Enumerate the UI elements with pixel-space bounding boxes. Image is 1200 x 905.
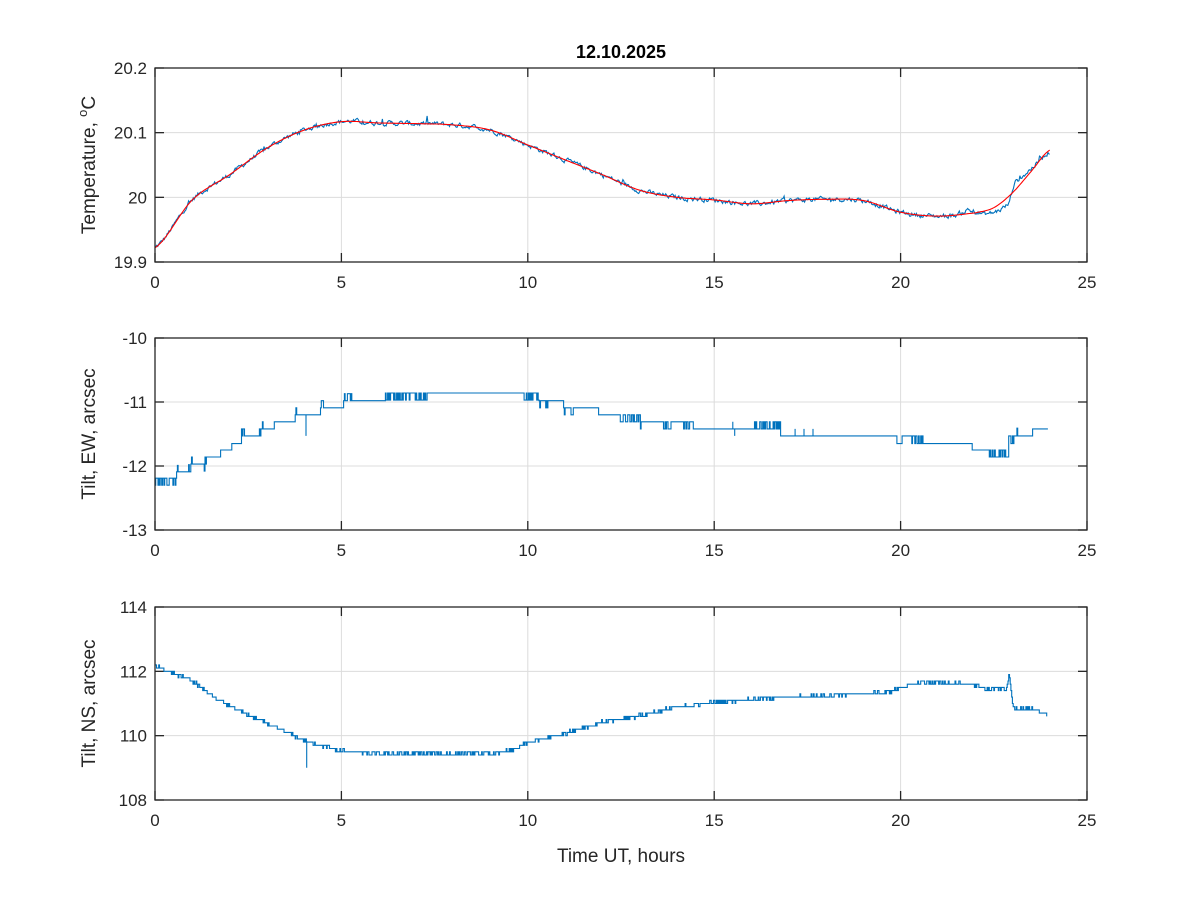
x-tick-label: 25 — [1078, 811, 1097, 830]
x-tick-label: 15 — [705, 811, 724, 830]
x-tick-label: 25 — [1078, 273, 1097, 292]
x-tick-label: 5 — [337, 811, 346, 830]
y-axis-label: Tilt, NS, arcsec — [79, 639, 100, 767]
subplot-2: 0 5 10 15 20 25 -13 -12 -11 -10 Tilt, EW, arcsec — [79, 329, 1096, 560]
x-tick-label: 15 — [705, 541, 724, 560]
x-tick-label: 20 — [891, 273, 910, 292]
y-tick-label: 112 — [120, 662, 147, 681]
x-tick-label: 25 — [1078, 541, 1097, 560]
y-axis-label-text: Tilt, EW, arcsec — [79, 368, 100, 499]
y-axis-label: Tilt, EW, arcsec — [79, 368, 100, 499]
axes-background — [155, 338, 1087, 530]
y-tick-label: 110 — [120, 727, 147, 746]
y-axis-label-text: Temperature, — [79, 117, 100, 234]
series-tilt-ew-line — [155, 392, 1048, 486]
x-tick-label: 5 — [337, 541, 346, 560]
x-tick-label: 0 — [150, 273, 159, 292]
y-tick-label: -11 — [124, 393, 147, 412]
y-tick-label: 108 — [119, 791, 147, 810]
y-axis-label-unit: C — [79, 96, 100, 110]
x-tick-label: 10 — [518, 541, 537, 560]
axes-box — [154, 337, 1088, 531]
series-tilt-ns-line — [155, 664, 1048, 768]
series-smoothed-line — [154, 120, 1051, 249]
y-tick-label: 20.1 — [114, 124, 147, 143]
x-tick-label: 10 — [518, 273, 537, 292]
x-tick-label: 15 — [705, 273, 724, 292]
figure-title: 12.10.2025 — [576, 42, 666, 62]
y-tick-label: -12 — [122, 457, 147, 476]
axes-background — [155, 68, 1087, 262]
x-tick-label: 0 — [150, 811, 159, 830]
y-tick-label: -10 — [122, 329, 147, 348]
y-tick-label: 114 — [120, 598, 147, 617]
axes-box — [154, 606, 1088, 801]
x-tick-label: 5 — [337, 273, 346, 292]
subplot-1: 0 5 10 15 20 25 19.9 20 20.1 20.2 Temperature, oC — [75, 59, 1096, 292]
x-tick-label: 20 — [891, 811, 910, 830]
subplot-3: 0 5 10 15 20 25 108 110 112 114 Tilt, NS, arcsec Ti… — [79, 598, 1096, 867]
x-axis-label: Time UT, hours — [557, 846, 685, 867]
y-axis-label-text: Tilt, NS, arcsec — [79, 639, 100, 767]
y-axis-label: Temperature, oC — [75, 96, 100, 234]
axes-background — [155, 607, 1087, 800]
x-tick-label: 0 — [150, 541, 159, 560]
x-tick-label: 20 — [891, 541, 910, 560]
y-tick-label: 20 — [128, 188, 147, 207]
y-axis-label-superscript: o — [75, 110, 90, 117]
y-tick-label: -13 — [122, 521, 147, 540]
y-tick-label: 20.2 — [114, 59, 147, 78]
axes-box — [154, 67, 1088, 263]
y-tick-label: 19.9 — [114, 253, 147, 272]
x-tick-label: 10 — [518, 811, 537, 830]
